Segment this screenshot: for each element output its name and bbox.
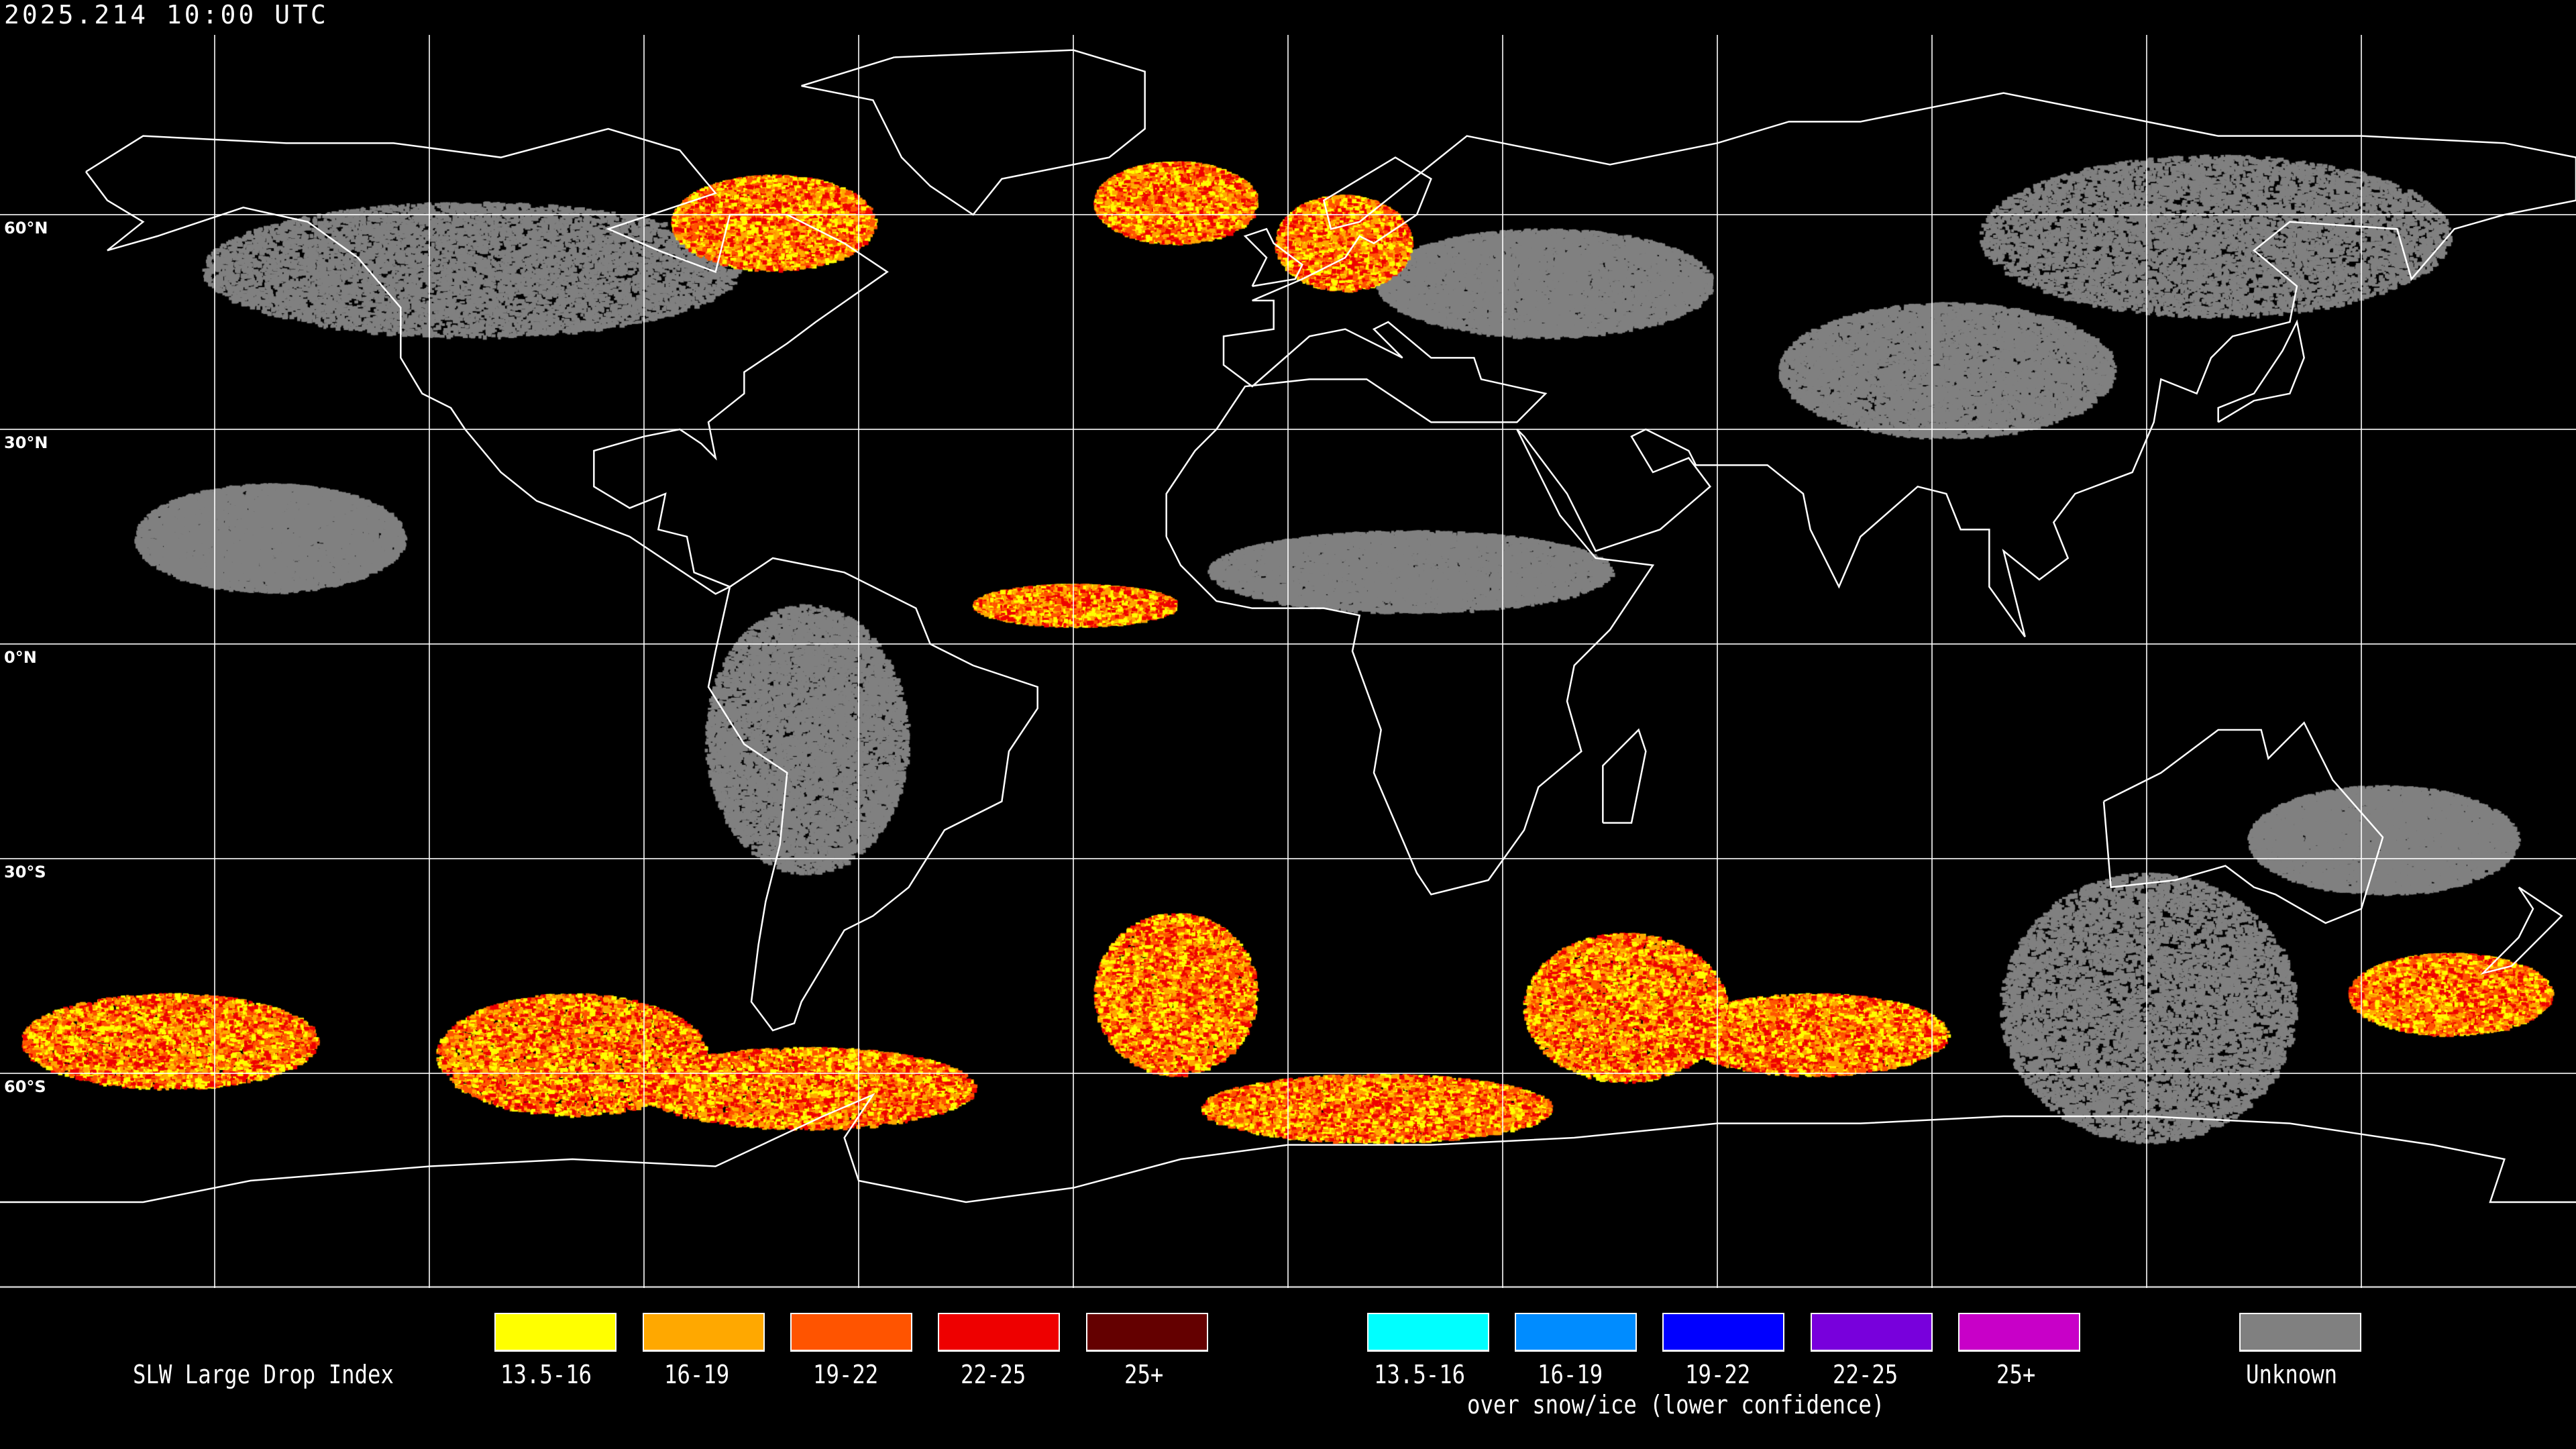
lat-label-30s: 30°S	[4, 863, 46, 881]
swatch-ice-19-22	[1662, 1313, 1784, 1352]
swatch-ice-16-19	[1515, 1313, 1637, 1352]
lat-label-0n: 0°N	[4, 648, 37, 667]
swatch-22-25	[938, 1313, 1060, 1352]
coastline-new-zealand	[2480, 886, 2563, 975]
legend-label: 13.5-16	[1374, 1360, 1466, 1389]
lat-label-60s: 60°S	[4, 1077, 46, 1096]
swatch-ice-25plus	[1958, 1313, 2080, 1352]
coastline-japan	[2217, 319, 2305, 423]
legend-label: 19-22	[813, 1360, 879, 1389]
lat-label-30n: 30°N	[4, 433, 48, 452]
coastline-africa-eurasia	[1165, 92, 2576, 896]
legend-label-unknown: Unknown	[2246, 1360, 2338, 1389]
coastlines-and-grid	[0, 35, 2576, 1288]
legend-label: 22-25	[961, 1360, 1026, 1389]
timestamp: 2025.214 10:00 UTC	[4, 0, 329, 30]
coastline-australia	[2102, 721, 2384, 924]
legend-label: 25+	[1996, 1360, 2036, 1389]
legend-label: 13.5-16	[500, 1360, 592, 1389]
swatch-ice-13-16	[1367, 1313, 1489, 1352]
swatch-unknown	[2239, 1313, 2361, 1352]
legend: SLW Large Drop Index 13.5-16 16-19 19-22…	[0, 1288, 2576, 1449]
coastline-north-america	[85, 127, 889, 595]
swatch-ice-22-25	[1811, 1313, 1933, 1352]
legend-label: 22-25	[1833, 1360, 1898, 1389]
lat-label-60n: 60°N	[4, 219, 48, 237]
legend-label: 16-19	[1538, 1360, 1603, 1389]
legend-label: 16-19	[664, 1360, 730, 1389]
swatch-25plus	[1086, 1313, 1208, 1352]
coastline-south-america	[707, 557, 1038, 1032]
snow-ice-caption: over snow/ice (lower confidence)	[1467, 1390, 1885, 1419]
swatch-19-22	[790, 1313, 912, 1352]
legend-label: 19-22	[1685, 1360, 1751, 1389]
coastline-uk	[1243, 227, 1303, 287]
legend-label: 25+	[1124, 1360, 1164, 1389]
legend-title: SLW Large Drop Index	[133, 1360, 394, 1389]
slw-map: 2025.214 10:00 UTC 60°N 30°N 0°N 30°S 60…	[0, 0, 2576, 1288]
swatch-13-16	[494, 1313, 616, 1352]
coastline-antarctica	[0, 1093, 2576, 1203]
coastline-greenland	[801, 49, 1146, 216]
swatch-16-19	[643, 1313, 765, 1352]
coastline-madagascar	[1602, 728, 1647, 824]
